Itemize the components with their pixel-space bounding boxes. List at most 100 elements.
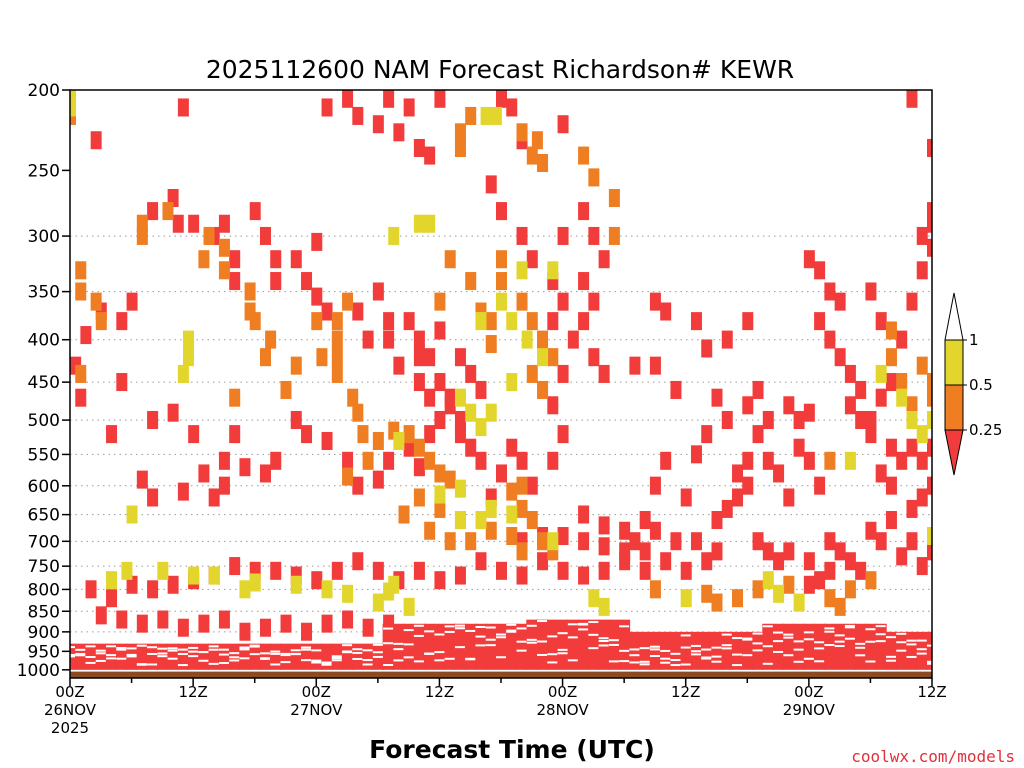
cell-yellow-56-660 [639, 510, 651, 530]
cell-orange-44-225 [516, 123, 528, 142]
legend-label-1: 0.5 [969, 376, 993, 394]
cell-yellow-66-380 [742, 312, 754, 331]
cell-yellow-44-700 [516, 532, 528, 551]
surface-speckle [619, 660, 630, 663]
cell-yellow-29-400 [362, 330, 374, 349]
surface-speckle [352, 651, 363, 654]
cell-orange-42-340 [496, 272, 507, 291]
cell-yellow-34-760 [413, 561, 425, 580]
cell-yellow-15-560 [218, 451, 230, 470]
cell-orange-39-215 [465, 106, 477, 125]
cell-yellow-49-400 [567, 330, 579, 349]
surface-speckle [270, 652, 281, 655]
cell-yellow-66-560 [742, 451, 754, 470]
legend-swatch-0.25-0.5 [944, 384, 964, 431]
cell-orange-9.5-280 [162, 202, 174, 221]
surface-speckle [75, 648, 86, 651]
cell-yellow-9-870 [157, 610, 169, 629]
surface-speckle [249, 653, 260, 656]
surface-speckle [496, 633, 506, 636]
surface-speckle [147, 653, 158, 656]
cell-yellow-69-580 [773, 464, 785, 483]
cell-yellow-16-340 [229, 272, 241, 291]
cell-red-83-520 [916, 425, 928, 444]
cell-yellow-36-780 [434, 571, 446, 590]
surface-speckle [270, 650, 281, 653]
cell-orange-70-790 [783, 575, 795, 594]
surface-speckle [126, 653, 137, 656]
cell-yellow-27-560 [342, 451, 354, 470]
cell-red-25-800 [321, 580, 333, 599]
cell-yellow-40-740 [475, 552, 487, 571]
surface-speckle [608, 643, 619, 646]
cell-yellow-58-740 [660, 552, 672, 571]
surface-speckle [270, 663, 281, 666]
cell-yellow-63-470 [711, 388, 723, 407]
surface-band-45 [526, 619, 538, 670]
x-tick-label-24-1: 27NOV [290, 701, 343, 719]
cell-yellow-39-440 [465, 364, 477, 383]
cell-orange-2.5-360 [90, 292, 102, 311]
cell-yellow-70-720 [783, 542, 795, 561]
cell-orange-26-440 [331, 364, 343, 383]
cell-yellow-80-450 [885, 373, 897, 392]
cell-orange-39-340 [465, 272, 477, 291]
cell-yellow-54-720 [619, 542, 631, 561]
cell-yellow-37-470 [444, 388, 456, 407]
surface-speckle [475, 625, 486, 628]
surface-band-63 [711, 631, 723, 670]
surface-band-3 [95, 643, 107, 670]
cell-orange-16-470 [229, 388, 241, 407]
cell-yellow-48-360 [557, 292, 569, 311]
cell-yellow-78-500 [865, 410, 877, 429]
surface-band-50 [577, 619, 590, 670]
surface-speckle [660, 661, 671, 664]
cell-orange-76-800 [844, 580, 856, 599]
surface-speckle [126, 647, 137, 650]
cell-yellow-76-480 [844, 396, 856, 415]
surface-speckle [824, 627, 835, 630]
surface-speckle [690, 653, 701, 656]
surface-speckle [167, 657, 178, 660]
cell-yellow-57-680 [649, 521, 661, 540]
cell-orange-82-480 [906, 396, 918, 415]
surface-speckle [85, 656, 96, 659]
cell-yellow-13-880 [198, 614, 210, 633]
cell-orange-84-470 [927, 388, 932, 407]
cell-yellow-77-500 [855, 410, 867, 429]
cell-orange-19-420 [259, 348, 271, 367]
surface-speckle [660, 649, 671, 652]
x-tick-label-24-0: 00Z [302, 683, 331, 701]
cell-orange-43-690 [506, 527, 518, 546]
cell-yellow-70-480 [783, 396, 795, 415]
cell-orange-13.5-300 [203, 226, 215, 245]
y-tick-label-350: 350 [28, 283, 60, 303]
cell-yellow-62-520 [701, 425, 713, 444]
cell-yellow-71-540 [793, 438, 805, 457]
cell-yellow-40-560 [475, 451, 487, 470]
cell-orange-37-320 [444, 250, 456, 269]
surface-speckle [454, 627, 465, 630]
surface-speckle [793, 660, 804, 663]
surface-speckle [106, 654, 117, 657]
surface-band-82 [905, 631, 918, 670]
surface-speckle [75, 652, 86, 655]
surface-speckle [783, 636, 794, 639]
cell-yellow-67-700 [752, 532, 764, 551]
surface-speckle [116, 657, 127, 660]
x-tick-label-0-1: 26NOV [44, 701, 97, 719]
surface-speckle [218, 662, 229, 665]
cell-orange-28.5-520 [357, 425, 369, 444]
cell-orange-83-430 [916, 356, 928, 375]
surface-band-71 [793, 623, 805, 670]
surface-band-49 [567, 619, 579, 670]
cell-orange-13-320 [198, 250, 210, 269]
cell-yellow-82-540 [906, 438, 918, 457]
surface-speckle [413, 634, 424, 637]
cell-orange-31.5-515 [388, 421, 400, 440]
surface-speckle [208, 645, 219, 648]
cell-yellow-72-740 [803, 552, 815, 571]
surface-speckle [301, 648, 312, 651]
cell-orange-26-400 [331, 330, 343, 349]
cell-red-0-210 [70, 98, 76, 117]
